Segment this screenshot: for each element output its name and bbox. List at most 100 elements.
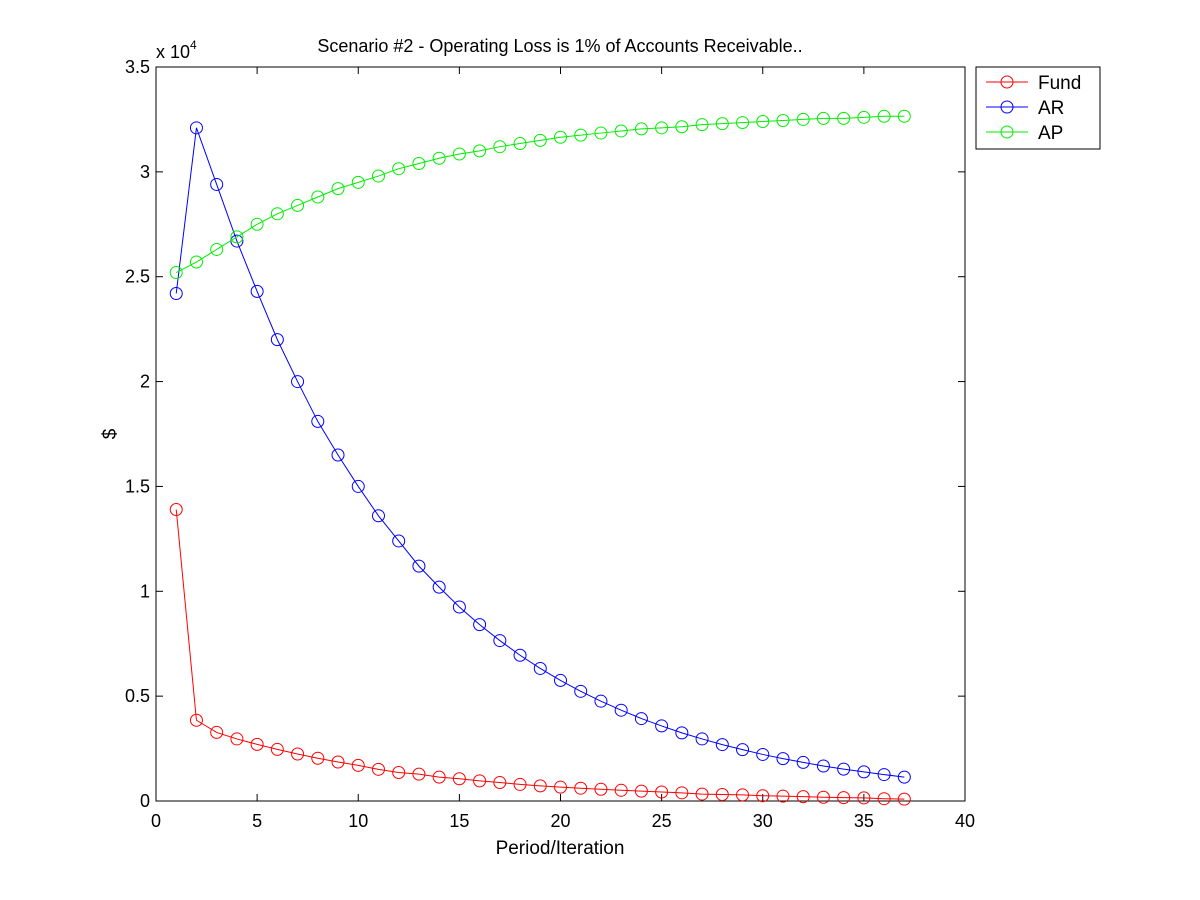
series-lines [169, 109, 911, 806]
y-tick-label: 1.5 [125, 476, 150, 496]
data-point-ap [493, 140, 507, 154]
data-point-ap [837, 111, 851, 125]
data-point-fund [493, 776, 507, 790]
data-point-ap [533, 133, 547, 147]
data-point-ap [452, 147, 466, 161]
data-point-ar [816, 759, 830, 773]
data-point-ar [776, 752, 790, 766]
data-point-ap [857, 110, 871, 124]
data-point-fund [574, 781, 588, 795]
data-point-fund [634, 784, 648, 798]
data-point-ap [210, 242, 224, 256]
plot-area [155, 66, 966, 802]
axis-ticks: 0 5 10 15 20 25 30 35 40 0 0.5 1 1.5 2 2.5 3 3.5 [125, 57, 975, 831]
data-point-ar [796, 755, 810, 769]
legend-marker-ar [1000, 100, 1014, 114]
data-point-ap [594, 126, 608, 140]
data-point-fund [270, 742, 284, 756]
data-point-fund [513, 777, 527, 791]
data-point-ap [897, 109, 911, 123]
series-ar [169, 121, 911, 784]
data-point-ap [371, 169, 385, 183]
series-ap [169, 109, 911, 280]
data-point-fund [311, 751, 325, 765]
x-tick-label: 20 [550, 811, 570, 831]
data-point-fund [816, 790, 830, 804]
data-point-ap [877, 109, 891, 123]
data-point-ar [513, 648, 527, 662]
data-point-ar [493, 634, 507, 648]
data-point-ar [695, 732, 709, 746]
data-point-fund [715, 787, 729, 801]
data-point-ap [655, 121, 669, 135]
x-tick-label: 0 [151, 811, 161, 831]
data-point-fund [877, 792, 891, 806]
data-point-fund [776, 789, 790, 803]
data-point-ar [675, 726, 689, 740]
series-line-fund [175, 509, 905, 800]
y-tick-label: 0.5 [125, 686, 150, 706]
data-point-ap [756, 115, 770, 129]
data-point-ar [291, 375, 305, 389]
data-point-fund [473, 774, 487, 788]
series-line-ap [175, 115, 905, 273]
data-point-ap [250, 217, 264, 231]
data-point-ar [634, 712, 648, 726]
data-point-ar [837, 762, 851, 776]
data-point-ar [857, 765, 871, 779]
data-point-fund [675, 786, 689, 800]
data-point-ap [291, 198, 305, 212]
y-tick-label: 3 [140, 162, 150, 182]
data-point-fund [432, 770, 446, 784]
x-axis-label: Period/Iteration [496, 838, 625, 859]
x-tick-label: 15 [449, 811, 469, 831]
data-point-ar [189, 121, 203, 135]
data-point-ap [311, 190, 325, 204]
data-point-ar [351, 479, 365, 493]
data-point-ar [614, 703, 628, 717]
x-tick-label: 30 [753, 811, 773, 831]
data-point-ap [230, 230, 244, 244]
data-point-fund [533, 779, 547, 793]
data-point-ar [736, 743, 750, 757]
data-point-fund [594, 782, 608, 796]
data-point-ar [594, 694, 608, 708]
data-point-ar [250, 284, 264, 298]
data-point-ar [655, 719, 669, 733]
legend-marker-fund [1000, 75, 1014, 89]
data-point-fund [371, 762, 385, 776]
data-point-fund [554, 780, 567, 794]
data-point-fund [796, 790, 810, 804]
data-point-ap [695, 118, 709, 132]
y-tick-label: 2 [140, 372, 150, 392]
data-point-ap [412, 156, 426, 170]
series-fund [169, 502, 911, 806]
legend-label-ap: AP [1038, 123, 1063, 144]
x-tick-label: 35 [854, 811, 874, 831]
data-point-ap [351, 175, 365, 189]
data-point-ar [897, 770, 911, 784]
data-point-ar [533, 661, 547, 675]
data-point-fund [331, 755, 345, 769]
data-point-fund [230, 732, 244, 746]
legend-marker-ap [1000, 125, 1014, 139]
data-point-fund [392, 765, 406, 779]
data-point-ar [452, 600, 466, 614]
data-point-ap [715, 117, 729, 131]
data-point-ap [189, 255, 203, 269]
data-point-ar [432, 580, 446, 594]
data-point-fund [837, 791, 851, 805]
data-point-ar [574, 684, 588, 698]
data-point-ap [675, 120, 689, 134]
data-point-ap [796, 112, 810, 126]
data-point-fund [189, 713, 203, 727]
y-tick-label: 2.5 [125, 267, 150, 287]
data-point-ar [554, 673, 567, 687]
data-point-ar [331, 448, 345, 462]
data-point-ap [392, 162, 406, 176]
y-multiplier-base: x 10 [156, 42, 190, 62]
data-point-fund [736, 788, 750, 802]
data-point-ar [715, 738, 729, 752]
x-tick-label: 25 [652, 811, 672, 831]
